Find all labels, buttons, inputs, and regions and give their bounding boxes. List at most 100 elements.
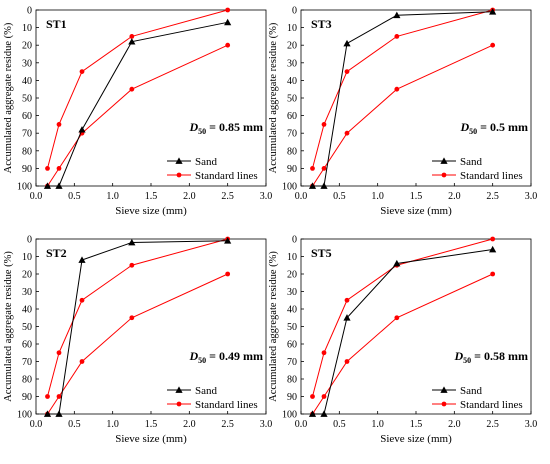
y-axis-title: Accumulated aggregate residue (%) <box>3 251 14 402</box>
x-tick-label: 3.0 <box>260 419 273 430</box>
data-point-circle <box>56 166 62 171</box>
x-tick-label: 0.5 <box>68 191 81 202</box>
data-point-circle <box>79 359 85 364</box>
y-tick-label: 70 <box>287 357 297 368</box>
x-tick-label: 1.0 <box>371 191 384 202</box>
data-point-circle <box>79 297 85 303</box>
data-point-circle <box>394 34 400 39</box>
y-axis-title: Accumulated aggregate residue (%) <box>268 22 279 173</box>
x-tick-label: 2.5 <box>486 419 499 430</box>
panel-label: ST3 <box>311 17 332 31</box>
y-tick-label: 80 <box>22 375 32 386</box>
data-point-triangle <box>393 259 401 267</box>
legend-marker-circle <box>441 401 447 407</box>
data-point-triangle <box>308 182 317 189</box>
data-point-circle <box>394 315 400 321</box>
x-axis-title: Sieve size (mm) <box>115 433 187 445</box>
series-standard-lower-limit <box>310 42 496 189</box>
legend-marker-circle <box>441 172 447 178</box>
d50-symbol: D <box>459 120 469 134</box>
data-point-circle <box>45 394 50 399</box>
d50-value: = 0.85 mm <box>206 120 263 134</box>
x-tick-label: 1.0 <box>106 419 119 430</box>
d50-subscript: 50 <box>198 356 206 365</box>
data-point-circle <box>129 262 135 268</box>
data-point-triangle <box>55 410 63 417</box>
y-tick-label: 40 <box>22 305 32 316</box>
y-tick-label: 20 <box>22 41 32 52</box>
legend-marker-triangle <box>175 157 183 164</box>
y-tick-label: 20 <box>287 270 297 281</box>
y-tick-label: 100 <box>17 182 32 193</box>
data-point-triangle <box>43 182 52 189</box>
y-tick-label: 90 <box>22 164 32 175</box>
x-tick-label: 0.0 <box>295 419 308 430</box>
x-tick-label: 1.5 <box>410 191 423 202</box>
panel-label: ST1 <box>46 17 67 31</box>
series-sand <box>308 8 497 189</box>
legend: Sand Standard lines <box>432 156 523 182</box>
data-point-triangle <box>43 410 52 417</box>
x-tick-label: 2.5 <box>486 191 499 202</box>
data-point-triangle <box>393 11 401 19</box>
data-point-triangle <box>489 8 497 15</box>
data-point-circle <box>129 34 135 39</box>
x-axis-title: Sieve size (mm) <box>380 205 452 217</box>
y-tick-label: 10 <box>22 252 32 263</box>
y-tick-label: 80 <box>287 375 297 386</box>
y-tick-label: 10 <box>287 23 297 34</box>
d50-value: = 0.58 mm <box>471 349 528 363</box>
data-point-triangle <box>224 18 232 26</box>
y-tick-label: 20 <box>287 41 297 52</box>
y-tick-label: 30 <box>22 58 32 69</box>
d50-annotation: D50 = 0.85 mm <box>188 120 263 136</box>
series-sand <box>43 237 232 417</box>
series-standard-lines <box>310 7 496 171</box>
d50-symbol: D <box>188 349 198 363</box>
y-tick-label: 70 <box>287 129 297 140</box>
y-tick-label: 0 <box>292 235 297 246</box>
x-tick-label: 0.0 <box>30 191 43 202</box>
x-axis-title: Sieve size (mm) <box>380 433 452 445</box>
legend-marker-triangle <box>440 157 448 164</box>
data-point-circle <box>56 394 62 399</box>
x-tick-label: 0.5 <box>333 419 346 430</box>
data-point-circle <box>321 394 327 399</box>
legend: Sand Standard lines <box>167 156 258 182</box>
x-tick-label: 0.5 <box>333 191 346 202</box>
data-point-circle <box>344 297 350 303</box>
data-point-circle <box>490 42 496 48</box>
y-tick-label: 60 <box>287 340 297 351</box>
data-point-triangle <box>343 314 351 321</box>
data-point-circle <box>225 7 231 13</box>
legend-label: Standard lines <box>460 399 523 411</box>
x-tick-label: 1.5 <box>145 191 158 202</box>
series-sand <box>308 245 497 417</box>
legend-label: Sand <box>195 385 218 397</box>
y-tick-label: 40 <box>287 76 297 87</box>
data-point-circle <box>490 271 496 277</box>
x-tick-label: 1.5 <box>145 419 158 430</box>
y-tick-label: 90 <box>287 164 297 175</box>
legend-marker-circle <box>176 172 182 178</box>
legend-label: Sand <box>195 156 218 168</box>
legend-label: Sand <box>460 385 483 397</box>
series-sand <box>43 18 232 189</box>
data-point-circle <box>344 130 350 136</box>
data-point-circle <box>344 69 350 74</box>
x-tick-label: 0.0 <box>295 191 308 202</box>
y-tick-label: 0 <box>27 235 32 246</box>
data-point-circle <box>321 122 327 127</box>
y-tick-label: 60 <box>287 111 297 122</box>
data-point-circle <box>490 236 496 242</box>
x-tick-label: 2.5 <box>221 419 234 430</box>
y-tick-label: 60 <box>22 111 32 122</box>
data-point-circle <box>321 166 327 171</box>
data-point-triangle <box>489 245 497 253</box>
legend-marker-triangle <box>440 386 448 393</box>
x-tick-label: 3.0 <box>525 419 538 430</box>
data-point-circle <box>56 122 62 127</box>
data-point-circle <box>129 86 135 92</box>
